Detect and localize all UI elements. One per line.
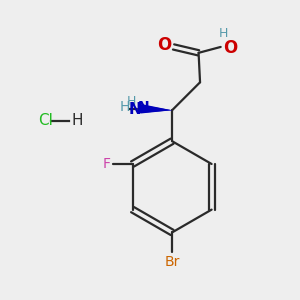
Text: N: N <box>138 100 149 114</box>
Text: O: O <box>157 37 171 55</box>
Text: H: H <box>72 113 83 128</box>
Polygon shape <box>138 104 172 113</box>
Text: O: O <box>223 39 237 57</box>
Polygon shape <box>141 104 172 113</box>
Text: N: N <box>128 102 141 117</box>
Text: F: F <box>103 157 111 171</box>
Text: H: H <box>127 95 136 108</box>
Text: Br: Br <box>164 255 180 269</box>
Text: H: H <box>218 27 228 40</box>
Text: H: H <box>120 100 130 114</box>
Text: Cl: Cl <box>38 113 53 128</box>
